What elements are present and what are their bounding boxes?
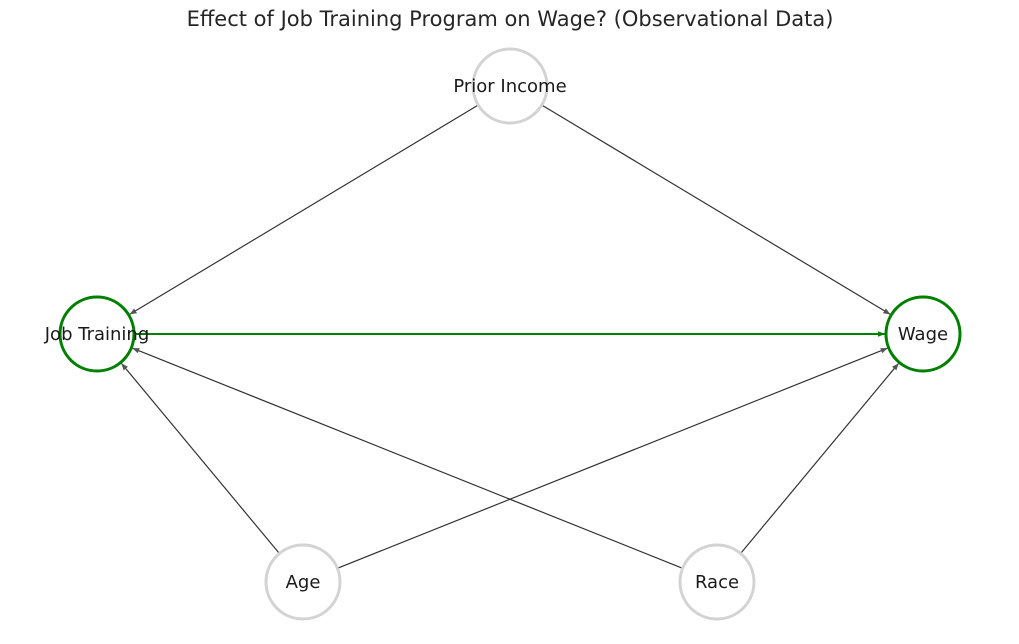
edges-layer xyxy=(120,104,900,569)
edge-age-to-job-training xyxy=(120,362,280,554)
node-circle xyxy=(678,543,756,621)
node-wage: Wage xyxy=(884,295,962,373)
node-job-training: Job Training xyxy=(44,295,150,373)
node-race: Race xyxy=(678,543,756,621)
node-label: Age xyxy=(286,572,321,593)
edge-age-to-wage xyxy=(337,347,888,569)
edge-prior-income-to-job-training xyxy=(129,104,479,315)
node-label: Prior Income xyxy=(453,76,566,97)
node-prior-income: Prior Income xyxy=(453,47,567,125)
node-circle xyxy=(471,47,549,125)
node-circle xyxy=(264,543,342,621)
node-age: Age xyxy=(264,543,342,621)
edge-race-to-job-training xyxy=(132,347,683,569)
node-label: Job Training xyxy=(44,324,150,345)
edge-race-to-wage xyxy=(740,362,900,554)
node-label: Wage xyxy=(898,324,948,345)
diagram-title: Effect of Job Training Program on Wage? … xyxy=(187,7,834,31)
edge-prior-income-to-wage xyxy=(541,104,891,315)
node-label: Race xyxy=(695,572,739,593)
nodes-layer: Prior Income Job Training Wage Age Race xyxy=(44,47,962,621)
node-circle xyxy=(58,295,136,373)
node-circle xyxy=(884,295,962,373)
